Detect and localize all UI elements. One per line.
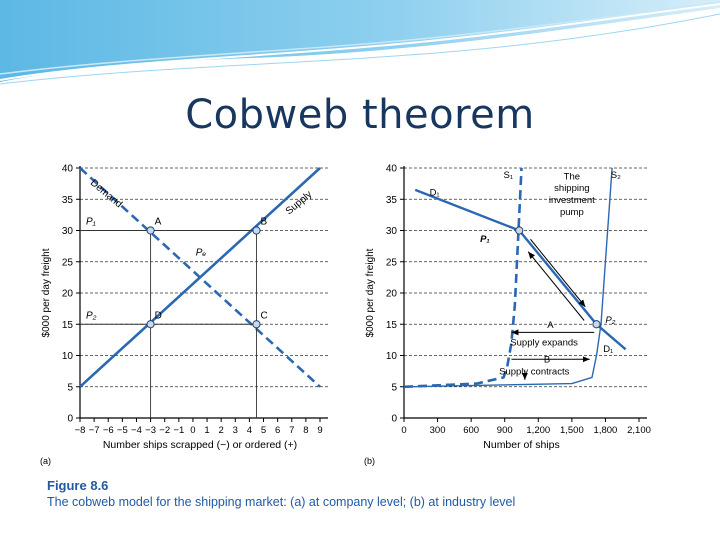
panel-a-x-tick-label: −8 [75, 425, 86, 436]
panel-b-y-tick-label: 35 [386, 195, 398, 206]
panel-b-x-tick-label: 2,100 [627, 425, 651, 436]
panel-b-x-axis-label: Number of ships [483, 439, 559, 451]
panel-a-y-tick-label: 40 [62, 164, 74, 175]
pump-text-line-1: The [564, 171, 580, 182]
panel-a-x-tick-label: 8 [303, 425, 308, 436]
figure-caption-text: The cobweb model for the shipping market… [47, 495, 516, 509]
label-b: B [544, 354, 550, 365]
point-p1 [515, 226, 524, 235]
point-a [146, 226, 155, 235]
header-banner [0, 0, 720, 85]
panel-a-x-tick-label: 7 [289, 425, 294, 436]
panel-b-x-tick-label: 900 [497, 425, 513, 436]
panel-b-y-tick-label: 20 [386, 289, 398, 300]
pump-text-line-3: investment [549, 195, 595, 206]
demand-curve-d1 [414, 188, 627, 351]
point-label-c: C [260, 310, 267, 321]
panel-a-x-tick-label: 4 [247, 425, 252, 436]
panel-a-x-tick-label: −4 [131, 425, 142, 436]
d1-label-bottom: D₁ [603, 344, 613, 355]
supply-curve-s2 [403, 167, 613, 388]
panel-b-y-axis-label: $000 per day freight [365, 248, 376, 337]
panel-b-x-tick-label: 0 [401, 425, 406, 436]
point-d [146, 320, 155, 329]
panel-a-y-tick-label: 25 [62, 257, 74, 268]
point-b [252, 226, 261, 235]
panel-a-x-tick-label: −7 [89, 425, 100, 436]
panel-a-x-axis-label: Number ships scrapped (−) or ordered (+) [103, 439, 297, 451]
pump-arrow-down [530, 238, 586, 308]
p2-label: P₂ [605, 315, 615, 326]
point-p2 [592, 320, 601, 329]
pump-text-line-4: pump [560, 207, 584, 218]
panel-b-panel-label: (b) [364, 456, 375, 466]
panel-b-x-tick-label: 1,500 [560, 425, 584, 436]
panel-b-x-tick-label: 1,800 [594, 425, 618, 436]
point-label-d: D [155, 310, 162, 321]
price-label-pe: Pₑ [196, 248, 207, 259]
chart-panel-b: 0 5 10 15 20 25 30 35 40 0 300 600 900 1,200 1,500 1,80… [364, 164, 651, 467]
price-label-p1: P₁ [86, 217, 96, 228]
panel-a-x-tick-label: 5 [261, 425, 266, 436]
panel-a-y-axis-label: $000 per day freight [41, 248, 52, 337]
d1-label-top: D₁ [430, 188, 440, 199]
point-label-a: A [155, 217, 162, 228]
panel-a-x-tick-label: −6 [103, 425, 114, 436]
panel-a-x-tick-label: −2 [159, 425, 170, 436]
panel-b-y-tick-label: 40 [386, 164, 398, 175]
supply-contracts-label: Supply contracts [499, 366, 569, 377]
s2-label: S₂ [611, 170, 621, 181]
panel-b-y-tick-label: 5 [391, 382, 397, 393]
supply-label: Supply [284, 189, 314, 217]
supply-curve-s1 [403, 167, 523, 389]
panel-b-y-tick-label: 25 [386, 257, 398, 268]
panel-a-x-tick-label: −1 [173, 425, 184, 436]
panel-a-y-tick-label: 0 [67, 414, 73, 425]
demand-label: Demand [88, 177, 124, 210]
pump-arrow-up [527, 251, 585, 321]
panel-a-y-tick-label: 35 [62, 195, 74, 206]
panel-b-y-tick-label: 0 [391, 414, 397, 425]
panel-a-y-tick-label: 10 [62, 351, 74, 362]
panel-a-y-tick-label: 15 [62, 320, 74, 331]
s1-label: S₁ [504, 170, 514, 181]
point-label-b: B [260, 217, 267, 228]
slide-title: Cobweb theorem [185, 92, 535, 138]
panel-a-x-tick-label: −5 [117, 425, 128, 436]
price-label-p2: P₂ [86, 310, 97, 321]
figure-number: Figure 8.6 [47, 478, 109, 493]
point-c [252, 320, 261, 329]
label-a: A [547, 320, 554, 331]
figure-caption: Figure 8.6 The cobweb model for the ship… [47, 478, 515, 509]
panel-a-y-tick-label: 30 [62, 226, 74, 237]
panel-b-x-tick-label: 600 [463, 425, 479, 436]
panel-b-y-tick-label: 10 [386, 351, 398, 362]
supply-line [79, 167, 321, 388]
panel-b-y-tick-label: 15 [386, 320, 398, 331]
panel-a-x-tick-label: 2 [219, 425, 224, 436]
panel-a-panel-label: (a) [40, 456, 51, 466]
panel-a-y-tick-label: 5 [67, 382, 73, 393]
panel-a-y-tick-label: 20 [62, 289, 74, 300]
panel-b-x-tick-label: 1,200 [526, 425, 550, 436]
panel-a-x-tick-label: 1 [204, 425, 209, 436]
panel-b-x-tick-label: 300 [430, 425, 446, 436]
panel-a-x-tick-label: 6 [275, 425, 280, 436]
supply-expands-label: Supply expands [510, 338, 578, 349]
panel-a-x-tick-label: −3 [145, 425, 156, 436]
panel-a-x-tick-label: 9 [317, 425, 322, 436]
panel-a-x-tick-label: 0 [190, 425, 195, 436]
panel-a-x-tick-label: 3 [233, 425, 238, 436]
pump-text-line-2: shipping [554, 183, 589, 194]
p1-label: P₁ [480, 234, 490, 245]
panel-b-y-tick-label: 30 [386, 226, 398, 237]
